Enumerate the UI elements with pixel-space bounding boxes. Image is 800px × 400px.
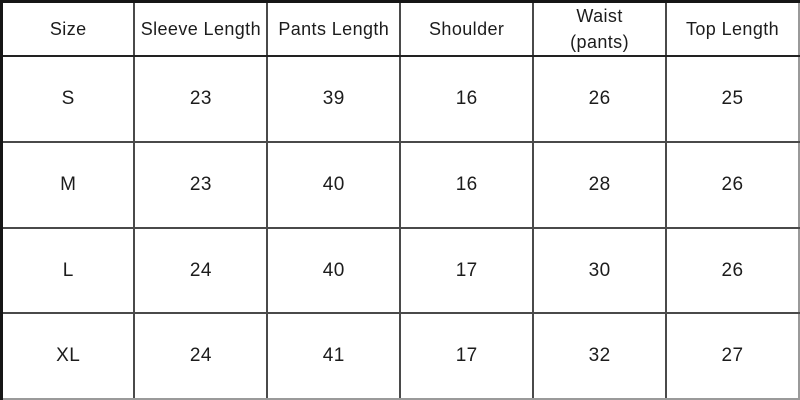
table-cell: 32	[532, 312, 668, 400]
table-cell: 16	[399, 140, 535, 229]
table-cell: 30	[532, 226, 668, 315]
table-cell: 23	[133, 55, 269, 143]
table-row-m: M 23 40 16 28 26	[0, 140, 800, 229]
header-cell-top-length: Top Length	[665, 0, 800, 58]
table-cell: 27	[665, 312, 800, 400]
table-row-l: L 24 40 17 30 26	[0, 226, 800, 315]
size-cell: S	[0, 55, 136, 143]
table-cell: 40	[266, 140, 402, 229]
table-cell: 28	[532, 140, 668, 229]
table-cell: 41	[266, 312, 402, 400]
table-cell: 26	[665, 226, 800, 315]
table-cell: 16	[399, 55, 535, 143]
table-row-s: S 23 39 16 26 25	[0, 55, 800, 143]
size-cell: XL	[0, 312, 136, 400]
header-cell-waist-pants: Waist (pants)	[532, 0, 668, 58]
header-row: Size Sleeve Length Pants Length Shoulder…	[0, 0, 800, 58]
table-cell: 25	[665, 55, 800, 143]
table-cell: 40	[266, 226, 402, 315]
table-cell: 39	[266, 55, 402, 143]
table-row-xl: XL 24 41 17 32 27	[0, 312, 800, 400]
table-cell: 17	[399, 226, 535, 315]
header-cell-shoulder: Shoulder	[399, 0, 535, 58]
header-cell-size: Size	[0, 0, 136, 58]
table-cell: 24	[133, 226, 269, 315]
table-cell: 24	[133, 312, 269, 400]
table-cell: 17	[399, 312, 535, 400]
header-cell-pants-length: Pants Length	[266, 0, 402, 58]
table-cell: 23	[133, 140, 269, 229]
table-cell: 26	[665, 140, 800, 229]
header-cell-sleeve-length: Sleeve Length	[133, 0, 269, 58]
size-cell: L	[0, 226, 136, 315]
size-cell: M	[0, 140, 136, 229]
table-cell: 26	[532, 55, 668, 143]
